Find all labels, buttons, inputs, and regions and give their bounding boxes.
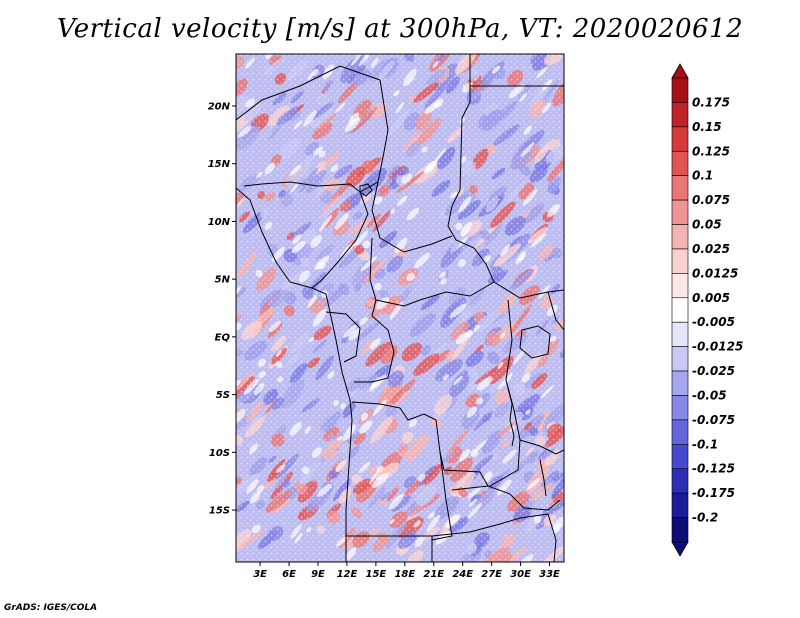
- colorbar-label: 0.005: [692, 291, 730, 305]
- colorbar-swatch: [671, 224, 689, 250]
- colorbar-top-arrow: [671, 63, 689, 79]
- lake-chad: [359, 183, 373, 197]
- lon-label: 21E: [423, 569, 444, 580]
- colorbar-label: -0.075: [692, 413, 735, 427]
- lon-label: 6E: [282, 569, 296, 580]
- border-tanzania: [519, 439, 564, 455]
- border-niger-nigeria: [243, 181, 361, 193]
- colorbar: 0.175 0.15 0.125 0.1 0.075 0.05 0.025 0.0125 0.0…: [671, 63, 743, 557]
- map-frame: [235, 53, 565, 563]
- border-congo-drc: [354, 315, 395, 383]
- lat-label: 15N: [208, 159, 231, 170]
- longitude-axis: 3E 6E 9E 12E 15E 18E 21E 24E 27E 30E 33E: [253, 562, 560, 580]
- colorbar-swatch: [671, 346, 689, 372]
- colorbar-label: 0.05: [692, 218, 722, 232]
- colorbar-swatch: [671, 199, 689, 225]
- border-gabon: [325, 311, 361, 363]
- colorbar-swatch: [671, 419, 689, 445]
- border-angola-zambia: [431, 451, 453, 541]
- border-zimbabwe: [519, 513, 557, 562]
- colorbar-swatch: [671, 150, 689, 176]
- colorbar-label: -0.125: [692, 462, 735, 476]
- colorbar-swatch: [671, 370, 689, 396]
- country-borders: [236, 54, 564, 562]
- colorbar-label: -0.0125: [692, 340, 743, 354]
- lon-label: 30E: [510, 569, 531, 580]
- lat-label: 10N: [208, 217, 231, 228]
- lon-label: 15E: [366, 569, 387, 580]
- colorbar-swatch: [671, 444, 689, 470]
- colorbar-swatch: [671, 77, 689, 103]
- colorbar-swatch: [671, 102, 689, 128]
- lon-label: 12E: [337, 569, 358, 580]
- latitude-axis: 20N 15N 10N 5N EQ 5S 10S 15S: [208, 101, 236, 517]
- colorbar-swatch: [671, 175, 689, 201]
- velocity-field: [236, 54, 564, 562]
- lon-label: 9E: [311, 569, 325, 580]
- colorbar-swatch: [671, 492, 689, 518]
- colorbar-label: 0.1: [692, 169, 713, 183]
- border-chad-car: [371, 181, 453, 253]
- colorbar-bottom-arrow: [671, 541, 689, 557]
- colorbar-swatch: [671, 273, 689, 299]
- border-zambia: [451, 485, 561, 511]
- border-kenya: [547, 291, 564, 331]
- lon-label: 24E: [452, 569, 473, 580]
- lake-tanganyika: [507, 387, 515, 447]
- border-cameroon-car: [369, 237, 377, 317]
- colorbar-label: -0.175: [692, 486, 735, 500]
- colorbar-swatch: [671, 297, 689, 323]
- lon-label: 33E: [539, 569, 560, 580]
- colorbar-swatch: [671, 517, 689, 543]
- border-drc-angola: [351, 401, 489, 487]
- border-car-drc: [375, 281, 495, 307]
- lat-label: 15S: [209, 506, 230, 517]
- border-drc-east: [489, 299, 521, 487]
- colorbar-label: 0.025: [692, 242, 730, 256]
- lat-label: 10S: [209, 448, 230, 459]
- grads-credit: GrADS: IGES/COLA: [4, 603, 98, 613]
- colorbar-label: 0.0125: [692, 266, 738, 280]
- colorbar-label: -0.05: [692, 388, 727, 402]
- colorbar-label: -0.025: [692, 364, 735, 378]
- colorbar-label: -0.1: [692, 437, 718, 451]
- colorbar-label: -0.005: [692, 315, 735, 329]
- border-algeria-niger: [236, 65, 381, 121]
- coastline: [236, 187, 353, 562]
- lat-label: 5S: [216, 390, 230, 401]
- chart-title: Vertical velocity [m/s] at 300hPa, VT: 2…: [56, 14, 744, 44]
- colorbar-swatch: [671, 126, 689, 152]
- colorbar-swatch: [671, 321, 689, 347]
- colorbar-label: 0.075: [692, 193, 730, 207]
- border-chad-sudan: [447, 101, 495, 283]
- lat-label: 20N: [208, 101, 231, 112]
- colorbar-swatch: [671, 395, 689, 421]
- lake-malawi: [539, 459, 547, 497]
- colorbar-label: 0.175: [692, 95, 730, 109]
- lat-label: 5N: [215, 275, 231, 286]
- lon-label: 3E: [253, 569, 267, 580]
- colorbar-swatch: [671, 468, 689, 494]
- lon-label: 18E: [394, 569, 415, 580]
- lon-label: 27E: [481, 569, 502, 580]
- border-south-sudan: [493, 281, 564, 299]
- colorbar-label: 0.15: [692, 120, 722, 134]
- border-namibia: [346, 517, 521, 537]
- lat-label: EQ: [215, 332, 231, 343]
- colorbar-swatch: [671, 248, 689, 274]
- colorbar-label: -0.2: [692, 511, 718, 525]
- border-chad-niger: [359, 79, 389, 193]
- border-nigeria-cameroon: [311, 191, 369, 289]
- colorbar-label: 0.125: [692, 144, 730, 158]
- lake-victoria: [519, 325, 551, 359]
